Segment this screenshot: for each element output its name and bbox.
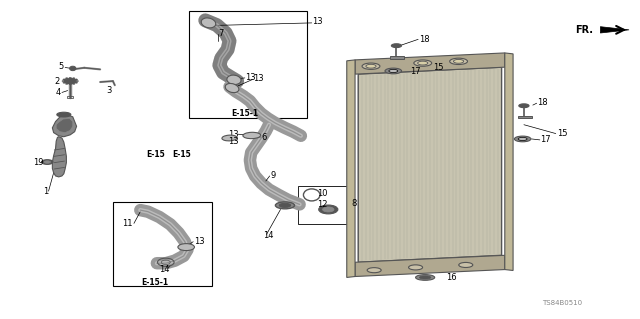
Circle shape [65,83,68,85]
Ellipse shape [415,275,435,280]
Ellipse shape [419,276,431,279]
Text: 4: 4 [56,88,61,97]
Text: 13: 13 [194,237,204,246]
Polygon shape [600,27,629,33]
Ellipse shape [323,207,334,212]
Ellipse shape [65,78,76,84]
Text: 13: 13 [246,73,256,82]
Polygon shape [518,115,532,118]
Bar [298,186,349,224]
Polygon shape [347,60,355,278]
Circle shape [75,82,77,83]
Ellipse shape [225,84,239,93]
Ellipse shape [392,44,401,48]
Ellipse shape [450,58,467,64]
Text: 19: 19 [33,158,44,167]
Polygon shape [355,255,505,277]
Text: 14: 14 [262,231,273,240]
Text: 3: 3 [106,86,112,95]
Text: 1: 1 [44,187,49,196]
Text: 13: 13 [228,137,239,146]
Ellipse shape [222,135,237,141]
Text: 2: 2 [55,77,60,85]
Text: E-15-1: E-15-1 [231,109,258,118]
Text: TS84B0510: TS84B0510 [542,300,582,306]
Circle shape [72,78,75,79]
Polygon shape [52,115,77,137]
Text: E-15: E-15 [172,150,191,159]
Text: 7: 7 [218,28,223,38]
Ellipse shape [275,202,294,209]
Text: 11: 11 [122,219,133,228]
Circle shape [65,78,68,79]
Text: FR.: FR. [575,25,593,35]
Polygon shape [505,53,513,271]
Ellipse shape [366,64,376,68]
Text: 18: 18 [419,35,429,44]
Text: 18: 18 [537,98,547,107]
Text: 13: 13 [312,18,323,26]
Ellipse shape [414,60,431,66]
Ellipse shape [362,63,380,69]
Circle shape [75,79,77,80]
Ellipse shape [454,59,464,63]
Text: 8: 8 [352,199,357,208]
Bar [189,11,307,118]
Ellipse shape [44,161,51,163]
Text: 17: 17 [410,67,421,76]
Polygon shape [56,118,73,133]
Text: 10: 10 [317,189,327,198]
Text: 13: 13 [228,130,239,139]
Ellipse shape [42,160,53,164]
Ellipse shape [279,203,291,207]
Ellipse shape [418,61,428,65]
Ellipse shape [518,137,527,141]
Circle shape [69,84,72,85]
Circle shape [62,80,65,82]
Ellipse shape [519,104,529,108]
Bar [113,202,212,286]
Ellipse shape [459,263,473,268]
Text: 16: 16 [446,273,457,282]
Ellipse shape [178,244,195,250]
Ellipse shape [57,112,71,117]
Polygon shape [358,67,502,262]
Text: 12: 12 [317,200,327,209]
Text: 17: 17 [540,135,550,145]
Circle shape [72,83,75,85]
Ellipse shape [227,75,241,85]
Text: 6: 6 [261,133,267,142]
Text: 15: 15 [557,129,568,138]
Circle shape [76,80,79,82]
Text: 5: 5 [59,62,64,71]
Ellipse shape [408,265,422,270]
Ellipse shape [70,66,76,70]
Ellipse shape [389,69,397,72]
Ellipse shape [515,136,531,142]
Polygon shape [390,56,404,59]
Ellipse shape [201,18,216,28]
Text: 13: 13 [253,74,264,83]
Polygon shape [52,137,67,177]
Text: 9: 9 [270,171,276,180]
Circle shape [63,79,65,80]
Ellipse shape [243,132,260,139]
Text: E-15-1: E-15-1 [141,278,169,287]
Polygon shape [355,53,505,74]
Text: 15: 15 [433,63,444,72]
Text: E-15: E-15 [147,150,165,159]
Circle shape [63,82,65,83]
Ellipse shape [385,68,401,74]
Text: 14: 14 [159,265,170,274]
Bar [67,96,74,98]
Circle shape [69,77,72,78]
Ellipse shape [319,205,338,214]
Ellipse shape [367,268,381,273]
